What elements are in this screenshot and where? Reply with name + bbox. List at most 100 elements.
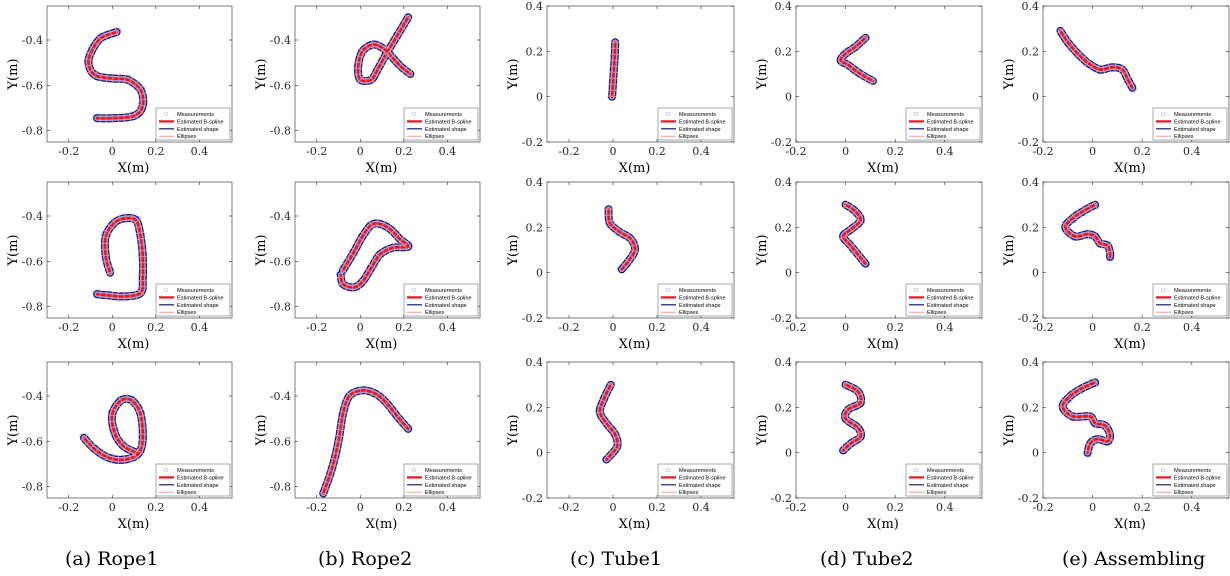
caption-assembling: (e) Assembling: [1062, 548, 1206, 570]
ellipse-mark: [624, 258, 632, 265]
ellipse-mark: [114, 28, 119, 37]
ellipse-mark: [628, 237, 636, 243]
y-tick-label: -0.2: [1018, 312, 1039, 325]
legend-entry: Estimated shape: [1174, 483, 1216, 489]
legend-swatch-measurements: [1160, 287, 1166, 293]
ellipse-mark: [321, 486, 330, 490]
legend-box: [403, 463, 479, 497]
ellipse-mark: [125, 214, 127, 223]
legend-entry: Estimated shape: [1174, 303, 1216, 309]
ellipse-mark: [109, 29, 113, 38]
ellipse-mark: [342, 262, 350, 268]
legend-swatch-measurements: [163, 111, 169, 117]
legend-entry: Ellipses: [1174, 490, 1193, 496]
legend-entry: Estimated B-spline: [177, 475, 224, 481]
ellipse-mark: [364, 43, 370, 51]
legend-entry: Ellipses: [1174, 310, 1193, 316]
x-tick-label: 0: [842, 501, 849, 514]
y-tick-label: 0.2: [526, 401, 544, 414]
ellipse-mark: [86, 51, 95, 56]
x-tick-label: -0.2: [785, 501, 806, 514]
caption-tube1: (c) Tube1: [570, 548, 662, 570]
ellipse-mark: [374, 66, 382, 72]
x-axis-label: X(m): [118, 517, 150, 532]
x-tick-label: 0.4: [439, 501, 457, 514]
legend-entry: Estimated B-spline: [1174, 295, 1221, 301]
ellipse-mark: [1066, 393, 1073, 401]
legend-entry: Measurements: [1174, 468, 1211, 474]
ellipse-mark: [1121, 71, 1129, 76]
y-tick-label: -0.8: [22, 125, 43, 138]
x-tick-label: 0: [109, 501, 116, 514]
ellipse-mark: [1092, 200, 1098, 209]
ellipses-series: [336, 219, 409, 292]
y-tick-label: 0.2: [1022, 401, 1040, 414]
legend-entry: Ellipses: [679, 310, 698, 316]
ellipse-mark: [855, 401, 860, 409]
ellipse-mark: [1062, 222, 1070, 228]
x-tick-label: -0.2: [306, 145, 327, 158]
ellipse-mark: [1084, 59, 1091, 67]
x-tick-label: 0.4: [439, 321, 457, 334]
ellipse-mark: [855, 252, 863, 259]
panel-a3: -0.2 0 0.2 0.4 -0.4 -0.6 -0.8 X(m) Y(m) Measureme…: [6, 361, 233, 532]
ellipse-mark: [122, 443, 128, 452]
ellipse-mark: [386, 404, 394, 411]
y-tick-label: -0.2: [771, 492, 792, 505]
legend-entry: Ellipses: [679, 134, 698, 140]
ellipse-mark: [599, 398, 607, 404]
ellipse-mark: [1105, 250, 1114, 254]
ellipse-mark: [365, 268, 373, 274]
ellipse-mark: [859, 71, 865, 79]
x-tick-label: -0.2: [58, 501, 79, 514]
ellipse-mark: [130, 214, 134, 223]
ellipse-mark: [396, 62, 404, 69]
y-tick-label: -0.4: [22, 210, 43, 223]
x-tick-label: 0: [357, 321, 364, 334]
legend-swatch-measurements: [665, 111, 671, 117]
legend-entry: Ellipses: [927, 310, 946, 316]
estimated-bspline-line: [839, 36, 875, 83]
ellipse-mark: [844, 60, 850, 69]
x-tick-label: 0.4: [692, 145, 710, 158]
ellipse-mark: [110, 407, 118, 412]
ellipse-mark: [380, 221, 386, 229]
ellipse-mark: [598, 415, 606, 421]
legend-box: [1152, 463, 1228, 497]
ellipse-mark: [857, 38, 865, 46]
ellipse-mark: [608, 83, 617, 85]
ellipse-mark: [104, 265, 113, 269]
ellipse-mark: [856, 431, 865, 435]
y-tick-label: 0: [1032, 91, 1039, 104]
y-tick-label: -0.2: [771, 136, 792, 149]
estimated-bspline-line: [339, 222, 410, 289]
ellipses-series: [595, 382, 622, 461]
ellipse-mark: [383, 399, 390, 406]
ellipse-mark: [355, 281, 362, 290]
ellipse-mark: [351, 247, 359, 253]
ellipse-mark: [137, 289, 145, 296]
ellipse-mark: [1071, 47, 1078, 54]
y-tick-label: -0.6: [270, 435, 291, 448]
legend-entry: Measurements: [927, 288, 964, 294]
estimated-bspline-line: [95, 216, 145, 298]
x-tick-label: -0.2: [1032, 145, 1053, 158]
ellipse-mark: [1062, 408, 1069, 415]
y-tick-label: 0: [1032, 447, 1039, 460]
legend-entry: Estimated B-spline: [679, 295, 726, 301]
y-tick-label: -0.6: [22, 435, 43, 448]
ellipse-mark: [371, 258, 380, 264]
x-tick-label: 0: [1089, 501, 1096, 514]
ellipse-mark: [849, 64, 855, 72]
ellipses-series: [80, 394, 147, 464]
ellipse-mark: [348, 252, 356, 258]
legend-swatch-measurements: [913, 467, 919, 473]
ellipse-mark: [605, 454, 612, 461]
